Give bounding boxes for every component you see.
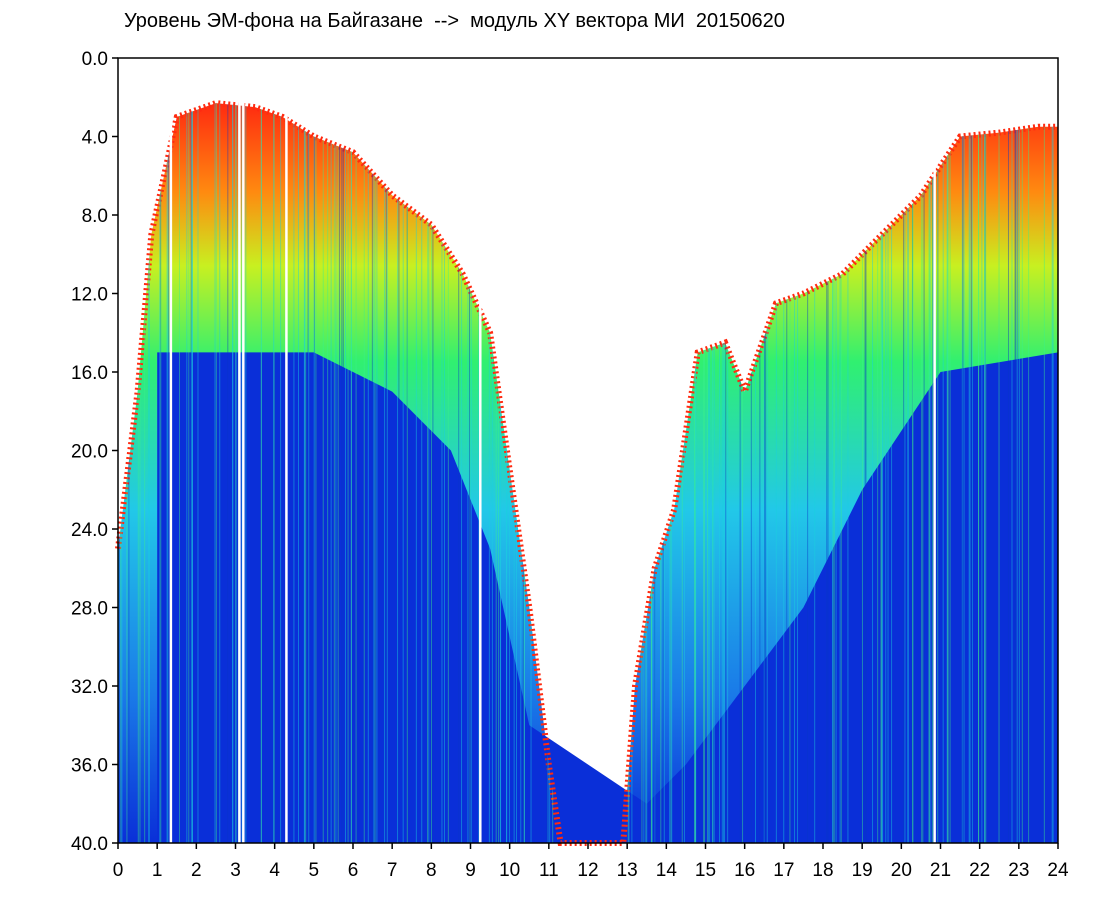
x-tick-label: 17	[773, 860, 794, 881]
x-tick-label: 4	[269, 860, 280, 881]
x-tick-label: 21	[930, 860, 951, 881]
y-tick-label: 8.0	[82, 206, 108, 227]
y-tick-label: 24.0	[71, 520, 108, 541]
y-tick-label: 40.0	[71, 834, 108, 855]
x-tick-label: 7	[387, 860, 398, 881]
x-tick-label: 0	[113, 860, 124, 881]
x-tick-label: 14	[656, 860, 678, 881]
x-tick-label: 9	[465, 860, 476, 881]
chart-title: Уровень ЭМ-фона на Байгазане --> модуль …	[124, 10, 785, 32]
y-tick-label: 28.0	[71, 599, 108, 620]
x-tick-label: 2	[191, 860, 202, 881]
x-tick-label: 3	[230, 860, 241, 881]
x-tick-label: 24	[1047, 860, 1069, 881]
y-tick-label: 12.0	[71, 285, 108, 306]
axes: 0 1 2 3 4 5 6 7 8 9 10 11 12 13 14 15 16 17 18 19 20 21 22 23 24…	[71, 49, 1069, 881]
x-tick-label: 20	[891, 860, 912, 881]
low-level-region	[157, 352, 1058, 843]
x-tick-label: 11	[539, 860, 559, 881]
x-tick-label: 23	[1008, 860, 1029, 881]
x-tick-label: 22	[969, 860, 990, 881]
x-tick-label: 19	[852, 860, 873, 881]
x-tick-label: 6	[348, 860, 359, 881]
x-tick-label: 16	[734, 860, 755, 881]
x-tick-label: 18	[812, 860, 833, 881]
y-tick-label: 0.0	[82, 49, 108, 70]
plot-area	[115, 58, 1058, 846]
x-tick-label: 8	[426, 860, 437, 881]
x-tick-label: 12	[577, 860, 598, 881]
y-tick-label: 20.0	[71, 442, 108, 463]
x-tick-label: 1	[152, 860, 163, 881]
y-tick-label: 4.0	[82, 128, 108, 149]
x-tick-label: 13	[617, 860, 638, 881]
x-tick-label: 5	[309, 860, 320, 881]
y-tick-label: 36.0	[71, 756, 108, 777]
y-tick-label: 16.0	[71, 363, 108, 384]
x-tick-label: 15	[695, 860, 716, 881]
x-tick-label: 10	[499, 860, 520, 881]
y-tick-label: 32.0	[71, 677, 108, 698]
